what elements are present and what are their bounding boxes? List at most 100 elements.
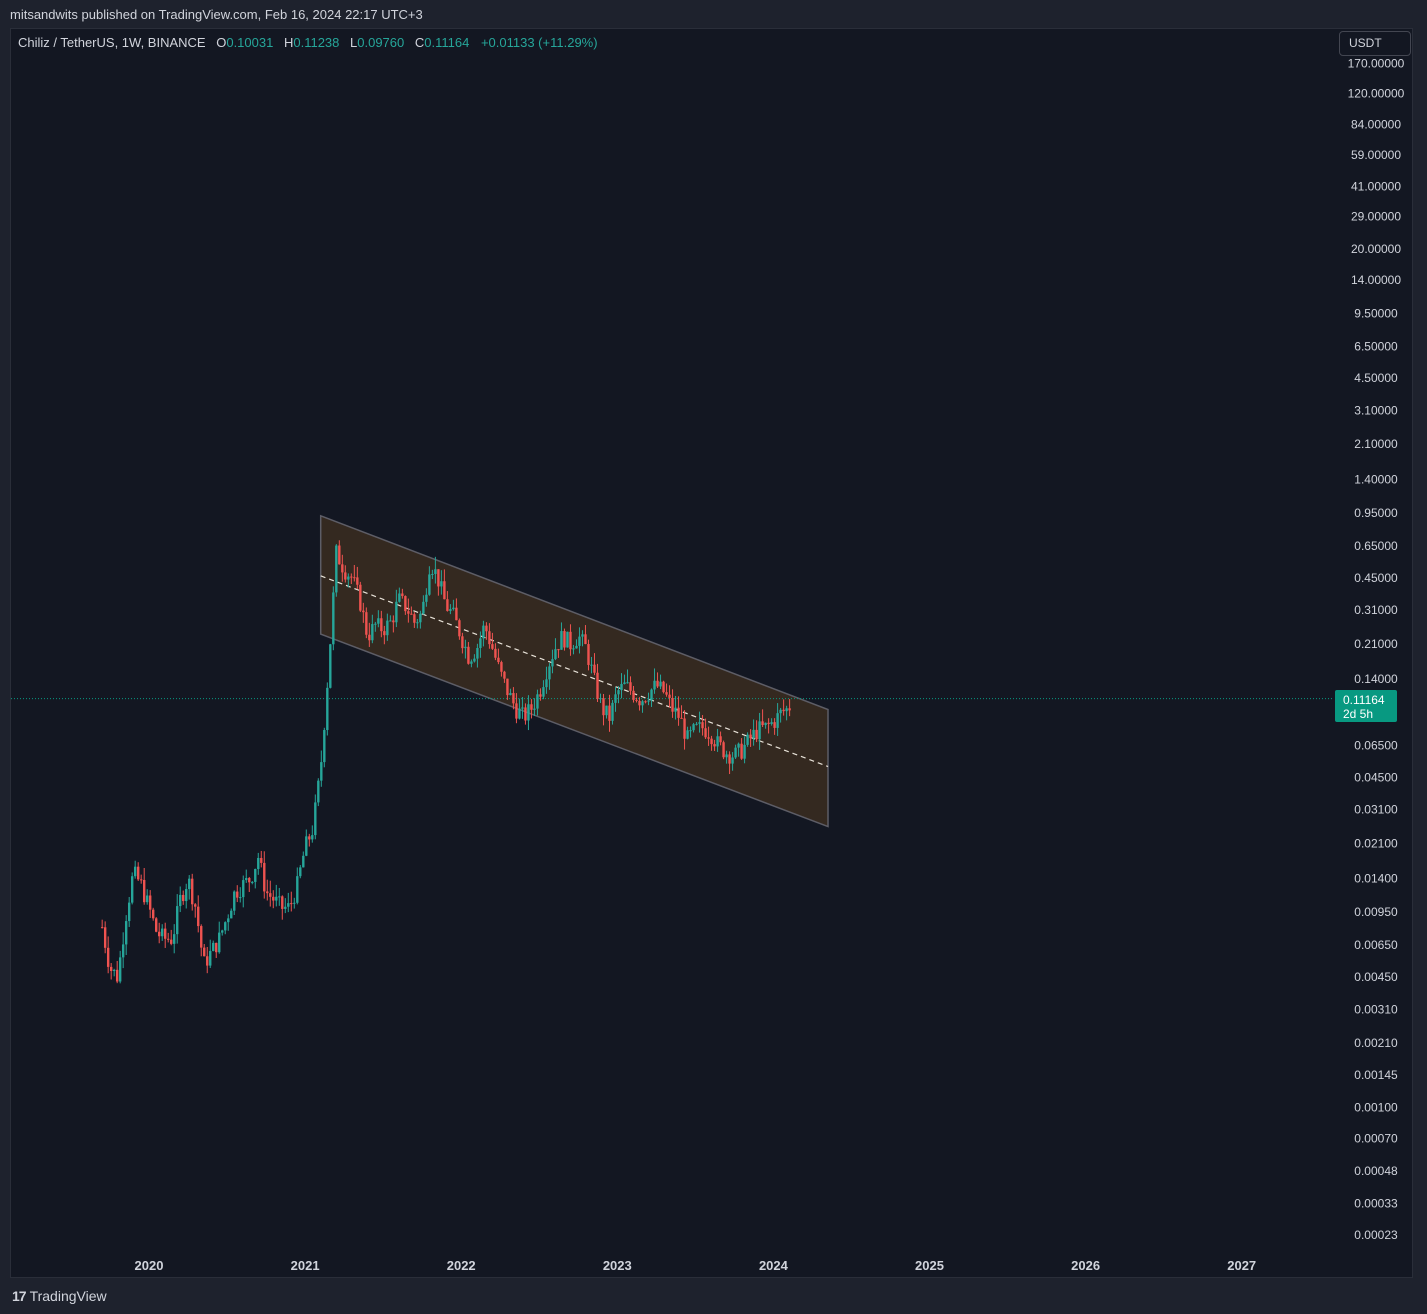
open-value: 0.10031 bbox=[226, 35, 274, 50]
candle-body bbox=[548, 666, 551, 680]
candle-body bbox=[317, 780, 320, 803]
ohlc-legend: Chiliz / TetherUS, 1W, BINANCE O0.10031 … bbox=[18, 35, 598, 50]
y-tick-label: 6.50000 bbox=[1354, 339, 1398, 353]
candle-body bbox=[395, 601, 398, 623]
candle-body bbox=[413, 614, 416, 623]
candle-body bbox=[506, 678, 509, 696]
last-price-value: 0.11164 bbox=[1343, 693, 1385, 707]
candle-body bbox=[320, 762, 323, 781]
candle-body bbox=[431, 573, 434, 575]
y-tick-label: 170.00000 bbox=[1348, 56, 1405, 70]
candle-body bbox=[464, 646, 467, 649]
candle-body bbox=[518, 708, 521, 719]
candle-body bbox=[755, 729, 758, 740]
tradingview-footer[interactable]: 17 TradingView bbox=[12, 1288, 107, 1304]
candle-body bbox=[404, 596, 407, 612]
candle-body bbox=[641, 701, 644, 706]
y-tick-label: 0.00023 bbox=[1354, 1228, 1398, 1242]
candle-body bbox=[362, 610, 365, 613]
candle-body bbox=[767, 722, 770, 724]
candle-body bbox=[443, 581, 446, 600]
candle-body bbox=[410, 613, 413, 615]
candle-body bbox=[782, 709, 785, 712]
candle-body bbox=[629, 682, 632, 691]
y-tick-label: 0.00310 bbox=[1354, 1002, 1398, 1016]
candle-body bbox=[473, 658, 476, 662]
candle-body bbox=[194, 904, 197, 907]
candle-body bbox=[596, 672, 599, 699]
candle-body bbox=[638, 700, 641, 706]
candle-body bbox=[284, 906, 287, 909]
candle-body bbox=[467, 646, 470, 664]
candle-body bbox=[647, 700, 650, 702]
candle-body bbox=[368, 634, 371, 641]
candle-body bbox=[566, 631, 569, 648]
publisher-bar: mitsandwits published on TradingView.com… bbox=[0, 0, 1427, 28]
candle-body bbox=[173, 934, 176, 944]
candle-body bbox=[551, 659, 554, 667]
candle-body bbox=[476, 648, 479, 659]
candle-body bbox=[103, 927, 107, 948]
candle-body bbox=[281, 896, 284, 909]
y-tick-label: 3.10000 bbox=[1354, 403, 1398, 417]
candle-body bbox=[524, 707, 527, 721]
currency-button[interactable]: USDT bbox=[1339, 31, 1411, 56]
y-tick-label: 41.00000 bbox=[1351, 180, 1401, 194]
candle-body bbox=[749, 734, 752, 739]
candle-body bbox=[338, 545, 341, 565]
candle-body bbox=[118, 957, 122, 982]
y-tick-label: 2.10000 bbox=[1354, 437, 1398, 451]
candle-body bbox=[644, 701, 647, 703]
y-tick-label: 0.00210 bbox=[1354, 1036, 1398, 1050]
candle-body bbox=[188, 878, 191, 890]
candle-body bbox=[734, 747, 737, 758]
candle-body bbox=[689, 730, 692, 732]
candle-body bbox=[497, 657, 500, 663]
candle-body bbox=[479, 638, 482, 649]
symbol-title[interactable]: Chiliz / TetherUS, 1W, BINANCE bbox=[18, 35, 206, 50]
candle-body bbox=[121, 944, 125, 958]
y-tick-label: 0.00048 bbox=[1354, 1164, 1398, 1178]
candle-body bbox=[728, 754, 731, 764]
candle-body bbox=[356, 577, 359, 585]
candle-body bbox=[266, 891, 269, 894]
candle-body bbox=[152, 909, 155, 919]
candle-body bbox=[158, 931, 161, 937]
candle-body bbox=[608, 705, 611, 721]
candle-body bbox=[293, 902, 296, 904]
candle-body bbox=[254, 869, 257, 882]
y-tick-label: 9.50000 bbox=[1354, 306, 1398, 320]
candle-body bbox=[130, 876, 134, 903]
candle-body bbox=[365, 612, 368, 635]
candle-body bbox=[650, 689, 653, 701]
high-value: 0.11238 bbox=[293, 35, 340, 50]
candle-body bbox=[701, 722, 704, 729]
candle-body bbox=[488, 631, 491, 645]
candle-body bbox=[722, 742, 725, 758]
candle-body bbox=[671, 697, 674, 712]
candle-body bbox=[287, 903, 290, 907]
candle-body bbox=[533, 708, 536, 710]
candle-body bbox=[437, 569, 440, 587]
y-tick-label: 0.00100 bbox=[1354, 1100, 1398, 1114]
candle-body bbox=[314, 802, 317, 836]
candle-body bbox=[326, 687, 329, 731]
candle-body bbox=[112, 969, 116, 971]
candle-body bbox=[100, 927, 104, 929]
candle-body bbox=[659, 681, 662, 687]
candle-body bbox=[401, 593, 404, 597]
y-tick-label: 29.00000 bbox=[1351, 210, 1401, 224]
candle-body bbox=[539, 694, 542, 697]
candle-body bbox=[191, 878, 194, 905]
candle-body bbox=[139, 879, 143, 881]
candle-body bbox=[106, 947, 110, 967]
candle-body bbox=[242, 880, 245, 898]
candle-body bbox=[161, 928, 164, 937]
chart-pane[interactable] bbox=[10, 28, 1413, 1278]
candle-body bbox=[142, 879, 146, 903]
y-tick-label: 0.45000 bbox=[1354, 571, 1398, 585]
candle-body bbox=[389, 620, 392, 622]
candle-body bbox=[515, 703, 518, 719]
candle-body bbox=[665, 692, 668, 695]
